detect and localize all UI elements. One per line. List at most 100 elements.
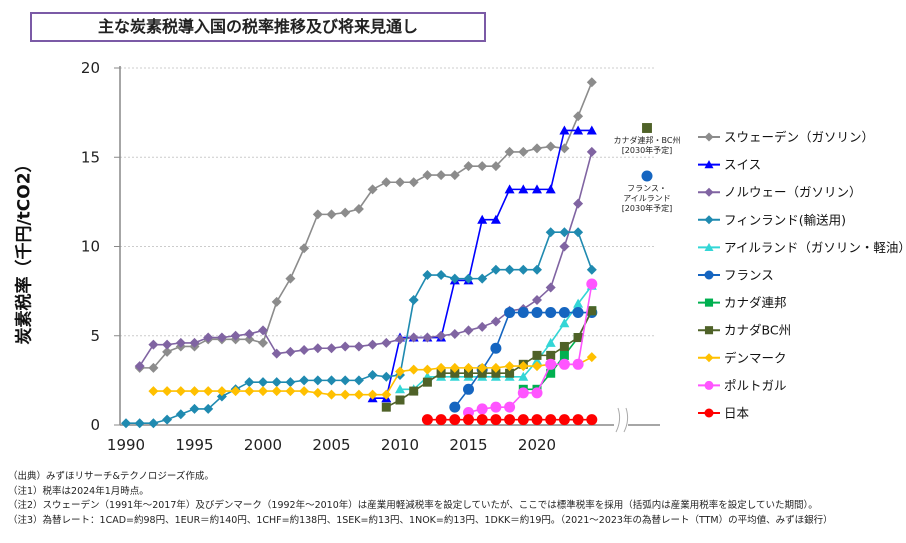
data-point [545,282,556,293]
data-point [449,414,461,426]
legend-label: ポルトガル [724,378,787,393]
data-point [532,143,542,154]
data-point [573,125,584,135]
legend-label: デンマーク [724,350,787,365]
data-point [558,358,570,370]
data-point [490,362,501,373]
data-point [518,146,529,157]
data-point [449,170,460,181]
data-point [586,352,597,363]
legend-label: フィンランド(輸送用) [724,212,846,227]
data-point [517,387,529,399]
data-point [559,125,570,135]
data-point [573,333,583,343]
data-point [532,184,542,194]
data-point [477,362,488,373]
data-point [477,273,488,284]
data-point [463,414,474,426]
data-point [572,414,584,426]
projection-label: [2030年予定] [622,203,673,213]
footnote-2: （注2）スウェーデン（1991年～2017年）及びデンマーク（1992年～201… [8,500,818,511]
legend-label: ノルウェー（ガソリン） [724,185,862,200]
data-point [504,401,516,413]
projection-label: アイルランド [623,194,671,203]
data-point [230,386,241,397]
data-point [203,332,214,343]
data-point [586,146,597,157]
data-point [491,368,501,378]
data-point [504,361,515,372]
data-point [408,364,419,375]
x-tick-label: 1990 [107,436,145,454]
series-line [139,151,593,367]
data-point [422,170,433,181]
data-point [175,386,186,397]
data-point [436,170,447,181]
data-point [299,386,310,397]
data-point [545,227,556,238]
data-point [285,377,296,388]
data-point [367,184,378,195]
data-point [258,337,268,348]
data-point [271,377,282,388]
data-point [244,328,255,339]
x-tick-label: 2015 [449,436,487,454]
data-point [353,341,364,352]
data-point [490,401,502,413]
data-point [490,264,501,275]
data-point [559,227,570,238]
data-point [395,177,405,188]
data-point [505,368,515,378]
data-point [121,418,131,429]
data-point [586,125,597,135]
data-point [517,414,529,426]
data-point [463,273,474,284]
data-point [299,243,310,254]
footnote-source: （出典）みずほリサーチ&テクノロジーズ作成。 [8,471,214,482]
data-point [463,161,474,172]
data-point [504,264,515,275]
legend-marker [704,298,714,307]
series-7 [381,306,597,412]
series-0 [134,77,597,373]
data-point [408,332,419,343]
legend-label: スイス [724,157,761,172]
data-point [395,366,405,377]
data-point [546,368,556,378]
data-point [395,384,405,394]
data-point [504,184,515,194]
legend-marker [704,215,714,225]
data-point [559,341,569,351]
data-point [477,161,488,172]
data-point [381,371,392,382]
data-point [299,375,310,386]
data-point [532,355,542,365]
data-point [490,414,502,426]
series-line [385,310,593,408]
data-point [395,334,405,345]
data-point [436,368,446,378]
data-point [258,377,268,388]
data-point [464,368,473,378]
legend-marker [704,326,714,335]
data-point [367,389,378,400]
data-point [477,321,488,332]
y-tick-label: 5 [90,327,100,345]
data-point [476,403,488,415]
data-point [408,177,419,188]
legend-marker [704,132,714,142]
data-point [504,146,515,157]
data-point [162,386,173,397]
series-line [468,283,593,414]
data-point [422,364,433,375]
data-point [518,361,529,372]
legend-marker [704,242,714,251]
data-point [340,389,351,400]
data-point [216,332,227,343]
data-point [559,350,569,360]
data-point [312,387,323,398]
series-9 [463,278,598,419]
data-point [326,343,337,354]
data-point [162,346,173,357]
